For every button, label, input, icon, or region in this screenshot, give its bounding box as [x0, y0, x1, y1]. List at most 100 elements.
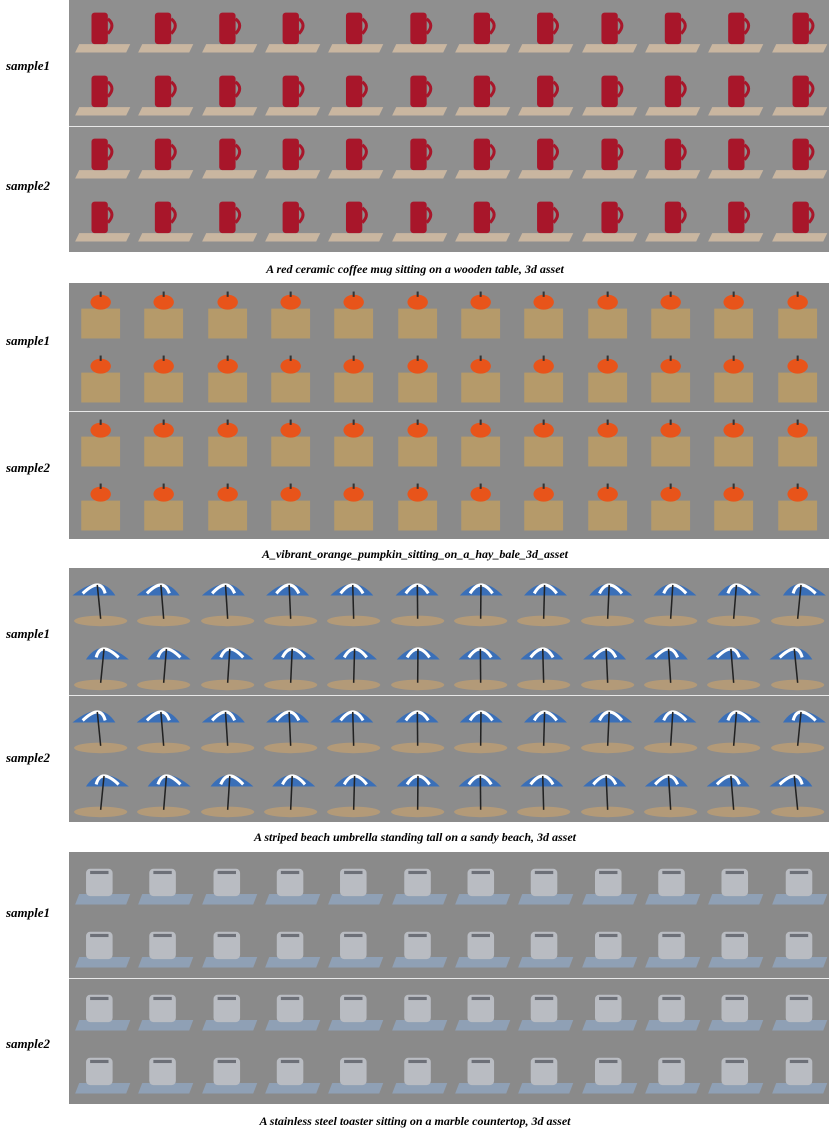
- caption-pumpkin: A_vibrant_orange_pumpkin_sitting_on_a_ha…: [261, 547, 569, 561]
- view-thumbnail: [448, 1041, 513, 1104]
- view-thumbnail: [512, 695, 576, 759]
- view-thumbnail: [448, 915, 513, 978]
- beach-umbrella-icon: [69, 695, 133, 759]
- beach-umbrella-icon: [385, 631, 449, 695]
- view-thumbnail: [638, 283, 703, 347]
- view-row: [69, 411, 829, 475]
- beach-umbrella-icon: [69, 758, 133, 822]
- view-thumbnail: [195, 411, 259, 475]
- view-thumbnail: [258, 631, 323, 695]
- beach-umbrella-icon: [702, 631, 766, 695]
- toaster-icon: [258, 915, 323, 978]
- pumpkin-on-hay-icon: [385, 411, 449, 475]
- view-thumbnail: [765, 411, 829, 475]
- view-thumbnail: [765, 915, 829, 978]
- mug-icon: [195, 126, 259, 189]
- view-thumbnail: [322, 63, 386, 126]
- pumpkin-on-hay-icon: [638, 283, 703, 347]
- view-thumbnail: [322, 695, 386, 759]
- pumpkin-on-hay-icon: [448, 283, 513, 347]
- view-row: [69, 126, 829, 189]
- toaster-icon: [69, 978, 133, 1041]
- view-thumbnail: [69, 347, 133, 411]
- view-thumbnail: [638, 411, 703, 475]
- pumpkin-on-hay-icon: [575, 347, 639, 411]
- view-thumbnail: [638, 63, 703, 126]
- view-thumbnail: [132, 915, 196, 978]
- view-thumbnail: [132, 411, 196, 475]
- view-thumbnail: [132, 695, 196, 759]
- view-thumbnail: [195, 347, 259, 411]
- pumpkin-on-hay-icon: [385, 283, 449, 347]
- mug-icon: [195, 0, 259, 63]
- pumpkin-on-hay-icon: [765, 475, 829, 539]
- view-thumbnail: [258, 758, 323, 822]
- beach-umbrella-icon: [258, 695, 323, 759]
- pumpkin-on-hay-icon: [638, 347, 703, 411]
- toaster-icon: [195, 978, 259, 1041]
- mug-icon: [69, 0, 133, 63]
- beach-umbrella-icon: [512, 758, 576, 822]
- view-thumbnail: [765, 695, 829, 759]
- pumpkin-on-hay-icon: [702, 283, 766, 347]
- beach-umbrella-icon: [195, 568, 259, 632]
- view-thumbnail: [575, 347, 639, 411]
- view-thumbnail: [765, 63, 829, 126]
- beach-umbrella-icon: [132, 568, 196, 632]
- sample-divider: [69, 126, 829, 127]
- view-thumbnail: [132, 852, 196, 915]
- view-thumbnail: [385, 126, 449, 189]
- beach-umbrella-icon: [195, 758, 259, 822]
- view-thumbnail: [638, 852, 703, 915]
- view-thumbnail: [69, 758, 133, 822]
- view-thumbnail: [702, 0, 766, 63]
- view-thumbnail: [132, 631, 196, 695]
- mug-icon: [132, 63, 196, 126]
- view-thumbnail: [385, 63, 449, 126]
- pumpkin-on-hay-icon: [132, 411, 196, 475]
- mug-icon: [195, 63, 259, 126]
- mug-icon: [638, 0, 703, 63]
- view-thumbnail: [69, 695, 133, 759]
- view-row: [69, 283, 829, 347]
- mug-icon: [69, 63, 133, 126]
- beach-umbrella-icon: [448, 758, 513, 822]
- view-thumbnail: [258, 283, 323, 347]
- view-thumbnail: [132, 63, 196, 126]
- pumpkin-on-hay-icon: [448, 475, 513, 539]
- view-row: [69, 915, 829, 978]
- toaster-icon: [322, 978, 386, 1041]
- mug-icon: [385, 189, 449, 252]
- view-thumbnail: [512, 915, 576, 978]
- toaster-icon: [638, 852, 703, 915]
- mug-icon: [575, 0, 639, 63]
- view-thumbnail: [322, 915, 386, 978]
- view-thumbnail: [322, 568, 386, 632]
- pumpkin-on-hay-icon: [69, 475, 133, 539]
- toaster-icon: [322, 852, 386, 915]
- view-thumbnail: [638, 347, 703, 411]
- mug-icon: [765, 189, 829, 252]
- view-thumbnail: [575, 1041, 639, 1104]
- mug-icon: [385, 63, 449, 126]
- view-thumbnail: [258, 978, 323, 1041]
- mug-icon: [385, 0, 449, 63]
- view-thumbnail: [512, 978, 576, 1041]
- toaster-icon: [69, 915, 133, 978]
- sample1-label: sample1: [6, 905, 51, 920]
- view-thumbnail: [258, 347, 323, 411]
- pumpkin-on-hay-icon: [702, 347, 766, 411]
- mug-icon: [512, 126, 576, 189]
- view-thumbnail: [575, 189, 639, 252]
- view-row: [69, 1041, 829, 1104]
- pumpkin-on-hay-icon: [638, 475, 703, 539]
- view-thumbnail: [448, 63, 513, 126]
- view-row: [69, 695, 829, 759]
- toaster-icon: [765, 852, 829, 915]
- sample2-label: sample2: [6, 460, 51, 475]
- pumpkin-on-hay-icon: [258, 411, 323, 475]
- mug-icon: [448, 63, 513, 126]
- view-thumbnail: [702, 631, 766, 695]
- beach-umbrella-icon: [702, 758, 766, 822]
- pumpkin-on-hay-icon: [69, 283, 133, 347]
